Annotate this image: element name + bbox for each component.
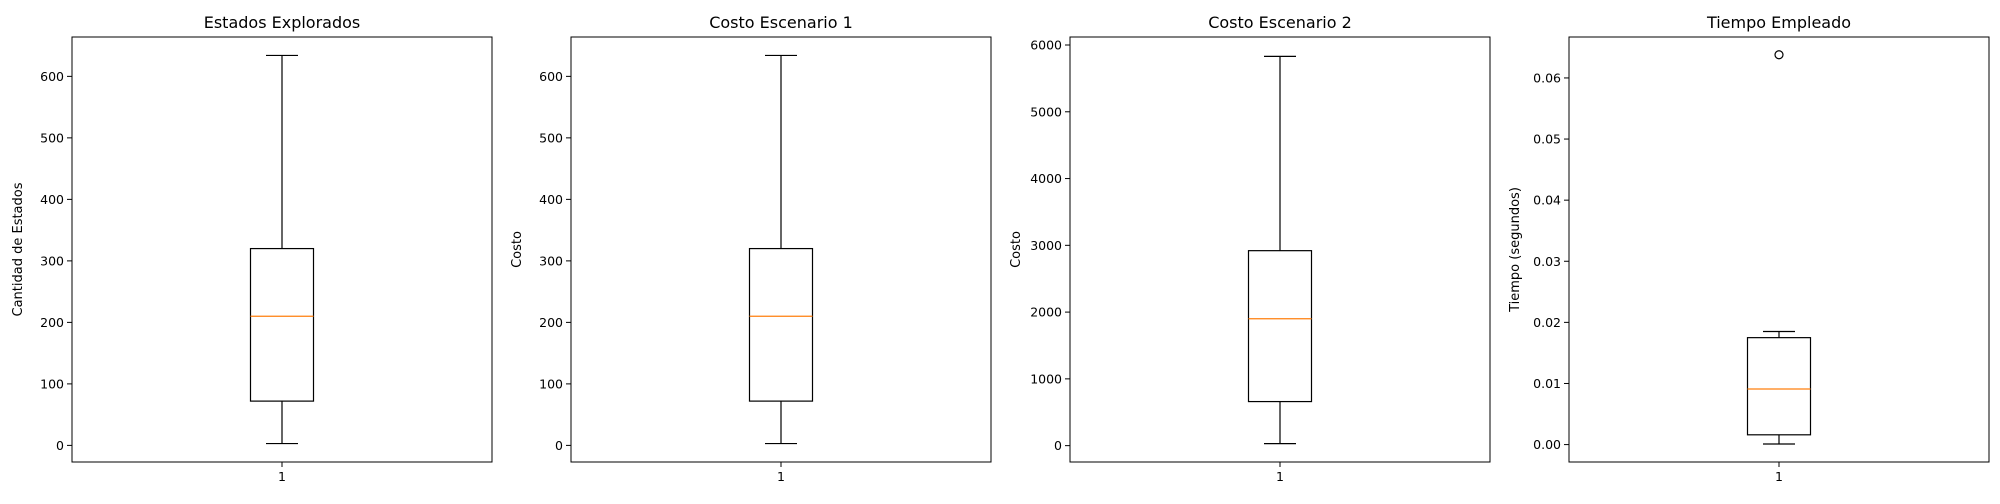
axes-frame — [570, 36, 992, 463]
chart-title: Tiempo Empleado — [1706, 13, 1851, 32]
y-tick-label: 200 — [539, 315, 563, 330]
y-tick-label: 1000 — [1030, 371, 1062, 386]
y-tick-label: 0.06 — [1533, 70, 1561, 85]
y-tick-label: 0 — [56, 438, 64, 453]
y-tick-label: 5000 — [1030, 104, 1062, 119]
axes-frame — [1069, 36, 1491, 463]
y-tick-label: 300 — [40, 253, 64, 268]
y-tick-label: 0.01 — [1533, 376, 1561, 391]
x-tick-label: 1 — [777, 469, 785, 484]
y-tick-label: 0.05 — [1533, 132, 1561, 147]
y-axis-label: Costo — [1009, 231, 1024, 268]
y-tick-label: 0 — [1054, 438, 1062, 453]
y-tick-label: 600 — [539, 69, 563, 84]
y-tick-label: 3000 — [1030, 238, 1062, 253]
iqr-box — [1746, 337, 1812, 436]
iqr-box — [249, 247, 315, 402]
y-axis-label: Costo — [510, 231, 525, 268]
y-tick-label: 4000 — [1030, 171, 1062, 186]
y-tick-label: 0.03 — [1533, 254, 1561, 269]
y-tick-label: 0.00 — [1533, 437, 1561, 452]
x-tick-label: 1 — [1276, 469, 1284, 484]
y-tick-label: 100 — [40, 376, 64, 391]
y-tick-label: 0.02 — [1533, 315, 1561, 330]
y-tick-label: 200 — [40, 315, 64, 330]
y-tick-label: 600 — [40, 69, 64, 84]
y-tick-label: 500 — [40, 130, 64, 145]
x-tick-label: 1 — [278, 469, 286, 484]
y-tick-label: 6000 — [1030, 38, 1062, 53]
y-tick-label: 500 — [539, 130, 563, 145]
axes-frame — [1568, 36, 1990, 463]
y-tick-label: 400 — [539, 192, 563, 207]
x-tick-label: 1 — [1775, 469, 1783, 484]
axes-frame — [71, 36, 493, 463]
chart-title: Costo Escenario 2 — [1208, 13, 1352, 32]
y-tick-label: 300 — [539, 253, 563, 268]
y-tick-label: 400 — [40, 192, 64, 207]
y-tick-label: 100 — [539, 376, 563, 391]
outlier-point — [1774, 50, 1784, 60]
y-tick-label: 0 — [555, 438, 563, 453]
iqr-box — [1247, 250, 1313, 403]
chart-title: Estados Explorados — [204, 13, 361, 32]
y-axis-label: Tiempo (segundos) — [1508, 187, 1523, 313]
iqr-box — [748, 247, 814, 402]
chart-title: Costo Escenario 1 — [709, 13, 853, 32]
y-tick-label: 0.04 — [1533, 193, 1561, 208]
y-axis-label: Cantidad de Estados — [11, 182, 26, 316]
y-tick-label: 2000 — [1030, 305, 1062, 320]
